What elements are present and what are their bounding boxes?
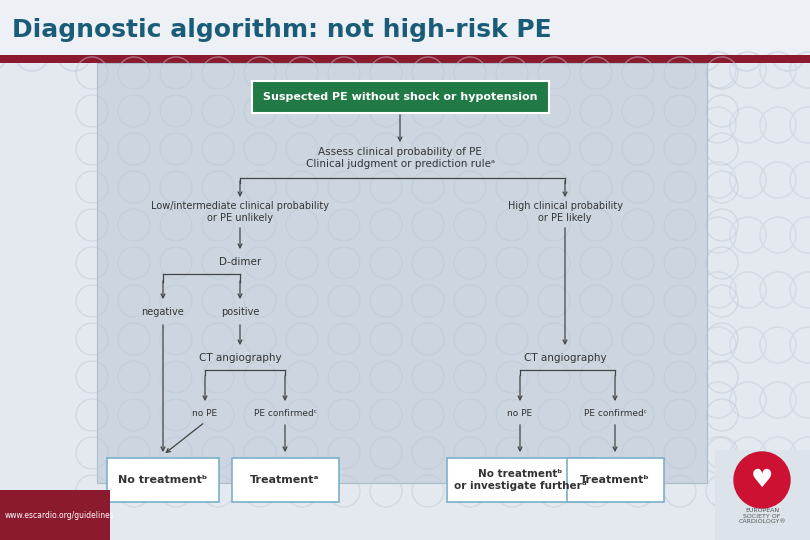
FancyBboxPatch shape <box>0 0 810 58</box>
Text: EUROPEAN
SOCIETY OF
CARDIOLOGY®: EUROPEAN SOCIETY OF CARDIOLOGY® <box>738 508 786 524</box>
FancyBboxPatch shape <box>232 458 339 502</box>
Circle shape <box>734 452 790 508</box>
Text: Low/intermediate clinical probability
or PE unlikely: Low/intermediate clinical probability or… <box>151 201 329 223</box>
Text: No treatmentᵇ
or investigate furtherᵈ: No treatmentᵇ or investigate furtherᵈ <box>454 469 586 491</box>
Text: Treatmentᵇ: Treatmentᵇ <box>580 475 650 485</box>
Text: no PE: no PE <box>193 408 218 417</box>
FancyBboxPatch shape <box>107 458 219 502</box>
Text: ♥: ♥ <box>751 468 774 492</box>
FancyBboxPatch shape <box>446 458 594 502</box>
Text: Suspected PE without shock or hypotension: Suspected PE without shock or hypotensio… <box>262 92 537 102</box>
Text: CT angiography: CT angiography <box>198 353 281 363</box>
Text: CT angiography: CT angiography <box>524 353 607 363</box>
Text: Treatmentᵃ: Treatmentᵃ <box>250 475 320 485</box>
FancyBboxPatch shape <box>97 63 707 483</box>
Text: Assess clinical probability of PE
Clinical judgment or prediction ruleᵃ: Assess clinical probability of PE Clinic… <box>305 147 494 169</box>
Text: PE confirmedᶜ: PE confirmedᶜ <box>583 408 646 417</box>
Text: D-dimer: D-dimer <box>219 257 261 267</box>
FancyBboxPatch shape <box>0 55 810 63</box>
Text: No treatmentᵇ: No treatmentᵇ <box>118 475 207 485</box>
Text: Diagnostic algorithm: not high-risk PE: Diagnostic algorithm: not high-risk PE <box>12 18 552 42</box>
Text: negative: negative <box>142 307 185 317</box>
Text: no PE: no PE <box>507 408 532 417</box>
FancyBboxPatch shape <box>251 81 548 113</box>
FancyBboxPatch shape <box>0 490 110 540</box>
FancyBboxPatch shape <box>715 450 810 540</box>
Text: PE confirmedᶜ: PE confirmedᶜ <box>254 408 317 417</box>
Text: High clinical probability
or PE likely: High clinical probability or PE likely <box>508 201 623 223</box>
Text: www.escardio.org/guidelines: www.escardio.org/guidelines <box>5 510 115 519</box>
FancyBboxPatch shape <box>566 458 663 502</box>
Text: positive: positive <box>221 307 259 317</box>
